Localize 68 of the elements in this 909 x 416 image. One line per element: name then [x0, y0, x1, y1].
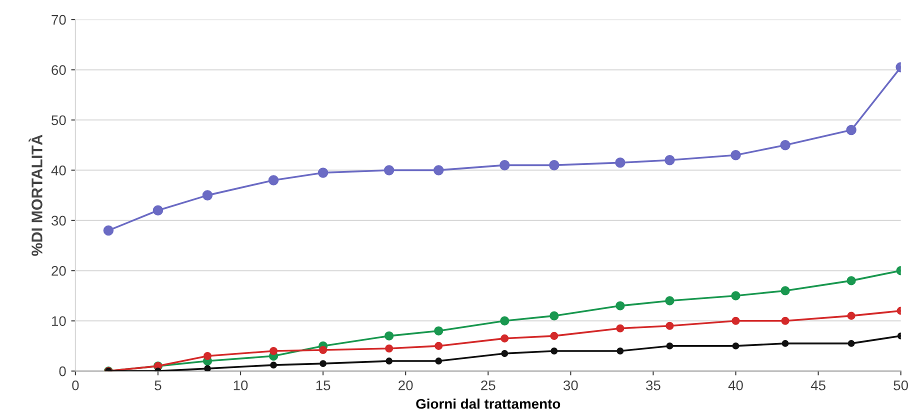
x-tick-label: 35	[646, 380, 660, 390]
point	[550, 348, 558, 354]
point	[616, 301, 625, 310]
point	[780, 286, 790, 296]
x-tick-label: 45	[810, 380, 826, 390]
y-tick-label: 70	[52, 14, 66, 25]
point	[848, 340, 855, 347]
point	[847, 312, 856, 320]
y-tick-label: 40	[51, 166, 66, 176]
point	[270, 346, 278, 356]
point	[500, 334, 509, 342]
point	[616, 348, 624, 354]
x-tick-label: 15	[316, 380, 330, 390]
y-tick-label: 20	[52, 266, 66, 276]
point	[386, 358, 393, 364]
point	[384, 331, 394, 341]
point	[385, 344, 394, 352]
y-tick-label: 60	[52, 65, 66, 75]
point	[550, 311, 559, 320]
y-tick-label: 50	[52, 115, 66, 126]
point	[501, 350, 508, 357]
point	[846, 276, 856, 286]
point	[434, 342, 443, 350]
point	[782, 340, 789, 347]
x-tick-label: 0	[72, 380, 79, 390]
point	[434, 326, 444, 336]
point	[732, 316, 740, 325]
point	[103, 225, 114, 236]
point	[550, 332, 558, 340]
point	[500, 160, 510, 170]
point	[202, 190, 213, 200]
point	[384, 165, 394, 176]
point	[268, 175, 279, 186]
point	[435, 358, 442, 364]
point	[665, 296, 674, 306]
point	[500, 316, 510, 326]
point	[270, 362, 278, 369]
point	[730, 150, 741, 160]
x-axis-title: Giorni dal trattamento	[416, 398, 560, 409]
point	[319, 346, 328, 354]
y-tick-label: 0	[59, 366, 66, 376]
y-axis-title: %DI MORTALITÀ	[28, 134, 42, 256]
point	[664, 155, 675, 166]
point	[666, 342, 674, 350]
point	[433, 165, 444, 176]
y-tick-label: 30	[52, 216, 66, 226]
point	[846, 124, 856, 136]
point	[318, 168, 328, 178]
x-tick-label: 5	[154, 380, 162, 390]
point	[204, 365, 211, 372]
point	[780, 140, 790, 150]
point	[152, 205, 164, 216]
y-tick-label: 10	[52, 316, 66, 326]
point	[781, 316, 790, 325]
point	[203, 352, 212, 360]
x-tick-label: 25	[481, 380, 496, 390]
x-tick-label: 30	[563, 380, 578, 390]
point	[732, 342, 740, 350]
x-tick-label: 50	[894, 380, 908, 390]
point	[549, 160, 560, 170]
point	[666, 322, 674, 330]
x-tick-label: 40	[728, 380, 743, 390]
point	[320, 360, 327, 368]
x-tick-label: 10	[234, 380, 248, 390]
point	[616, 324, 624, 332]
x-tick-label: 20	[398, 380, 413, 390]
point	[731, 291, 740, 300]
point	[615, 158, 626, 168]
